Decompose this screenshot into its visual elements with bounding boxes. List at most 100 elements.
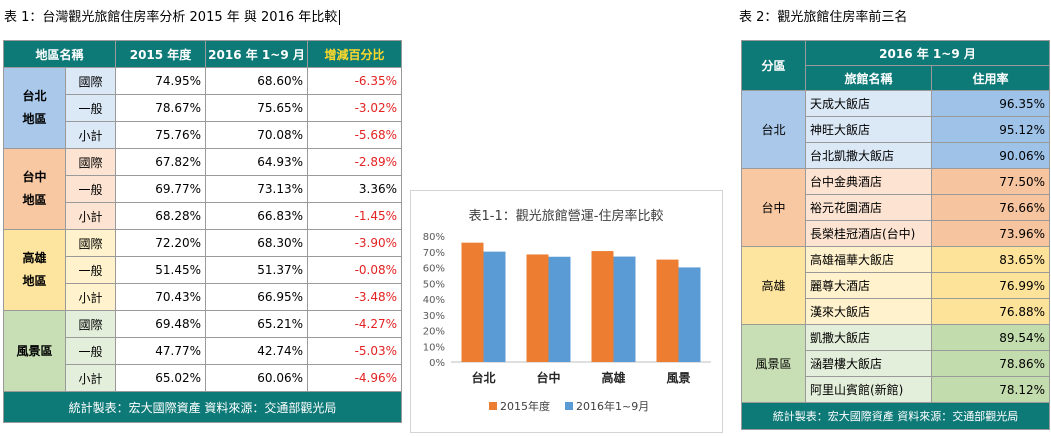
change-cell: -3.48% (307, 283, 403, 311)
x-tick-label: 台北 (471, 370, 495, 385)
hotel-name: 阿里山賓館(新館) (805, 376, 932, 403)
occupancy-cell: 42.74% (205, 337, 309, 365)
hotel-name: 漢來大飯店 (805, 298, 932, 325)
hotel-name: 台中金典酒店 (805, 168, 932, 195)
header-district: 分區 (741, 40, 806, 91)
table1-header-row: 地區名稱 2015 年度 2016 年 1~9 月 增減百分比 (2, 40, 403, 68)
hotel-type: 小計 (64, 283, 117, 311)
hotel-type: 小計 (64, 202, 117, 230)
occupancy-bar-chart: 表1-1：觀光旅館營運-住房率比較 0% 10% 20% 30% 40% 50% 60% 70%… (410, 190, 723, 433)
change-cell: -3.90% (307, 229, 403, 257)
y-tick-label: 70% (423, 248, 445, 259)
hotel-type: 國際 (64, 148, 117, 176)
header-2016: 2016 年 1~9 月 (205, 40, 309, 68)
occupancy-rate: 76.66% (931, 194, 1050, 221)
header-period: 2016 年 1~9 月 (805, 40, 1050, 66)
y-tick-label: 40% (423, 295, 445, 306)
table-row: 台北 天成大飯店 96.35% (741, 90, 1050, 169)
occupancy-cell: 78.67% (115, 94, 207, 122)
change-cell: 3.36% (307, 175, 403, 203)
occupancy-cell: 68.60% (205, 67, 309, 95)
region-name: 台北 地區 (3, 67, 66, 149)
hotel-name: 台北凱撒大飯店 (805, 142, 932, 169)
table-row: 小計 75.76% 70.08% -5.68% (4, 121, 403, 149)
y-tick-label: 60% (423, 264, 445, 275)
change-cell: -2.89% (307, 148, 403, 176)
change-cell: -5.68% (307, 121, 403, 149)
table-row: 台中 地區 國際 67.82% 64.93% -2.89% (3, 148, 403, 230)
text-cursor (339, 10, 341, 25)
occupancy-cell: 74.95% (115, 67, 207, 95)
occupancy-rate: 96.35% (931, 90, 1050, 117)
header-change: 增減百分比 (307, 40, 403, 68)
change-cell: -5.03% (307, 337, 403, 365)
header-2015: 2015 年度 (115, 40, 207, 68)
occupancy-cell: 69.48% (115, 310, 207, 338)
table1-footer: 統計製表：宏大國際資產 資料來源：交通部觀光局 (2, 391, 403, 423)
x-tick-label: 高雄 (601, 370, 625, 385)
district-name: 高雄 (741, 246, 806, 325)
legend-swatch (489, 402, 497, 410)
hotel-type: 國際 (64, 67, 117, 95)
occupancy-cell: 69.77% (115, 175, 207, 203)
hotel-type: 小計 (64, 364, 117, 392)
occupancy-cell: 65.21% (205, 310, 309, 338)
hotel-name: 神旺大飯店 (805, 116, 932, 143)
table-row: 裕元花園酒店 76.66% (742, 194, 1050, 221)
chart-title: 表1-1：觀光旅館營運-住房率比較 (469, 208, 664, 224)
hotel-type: 一般 (64, 337, 117, 365)
y-tick-label: 80% (423, 232, 445, 243)
chart-svg: 表1-1：觀光旅館營運-住房率比較 0% 10% 20% 30% 40% 50% 60% 70%… (423, 208, 711, 413)
table-row: 一般 47.77% 42.74% -5.03% (4, 337, 403, 365)
table-row: 漢來大飯店 76.88% (742, 298, 1050, 325)
hotel-name: 涵碧樓大飯店 (805, 350, 932, 377)
occupancy-cell: 66.83% (205, 202, 309, 230)
change-cell: -6.35% (307, 67, 403, 95)
table-row: 一般 69.77% 73.13% 3.36% (4, 175, 403, 203)
table-row: 小計 68.28% 66.83% -1.45% (4, 202, 403, 230)
occupancy-cell: 72.20% (115, 229, 207, 257)
occupancy-cell: 68.28% (115, 202, 207, 230)
occupancy-rate: 95.12% (931, 116, 1050, 143)
hotel-name: 凱撒大飯店 (805, 324, 932, 351)
change-cell: -4.27% (307, 310, 403, 338)
occupancy-cell: 65.02% (115, 364, 207, 392)
header-occupancy: 住用率 (931, 65, 1050, 91)
table2-header-row-2: 旅館名稱 住用率 (742, 65, 1050, 91)
table2-title: 表 2：觀光旅館住房率前三名 (739, 10, 908, 25)
bar (461, 242, 484, 362)
header-hotel-name: 旅館名稱 (805, 65, 932, 91)
occupancy-cell: 51.45% (115, 256, 207, 284)
table-row: 涵碧樓大飯店 78.86% (742, 350, 1050, 377)
y-tick-label: 10% (423, 342, 445, 353)
hotel-name: 麗尊大酒店 (805, 272, 932, 299)
occupancy-cell: 66.95% (205, 283, 309, 311)
occupancy-rate: 90.06% (931, 142, 1050, 169)
legend-swatch (565, 402, 573, 410)
region-name: 風景區 (3, 310, 66, 392)
table-row: 高雄 地區 國際 72.20% 68.30% -3.90% (3, 229, 403, 311)
bar (613, 256, 636, 362)
occupancy-cell: 68.30% (205, 229, 309, 257)
bar (591, 251, 614, 362)
hotel-name: 天成大飯店 (805, 90, 932, 117)
bar (526, 254, 549, 362)
occupancy-cell: 64.93% (205, 148, 309, 176)
y-tick-label: 0% (429, 358, 445, 369)
y-tick-label: 30% (423, 311, 445, 322)
occupancy-comparison-table: 地區名稱 2015 年度 2016 年 1~9 月 增減百分比 台北 地區 國際 7… (2, 40, 403, 423)
table2-header-row-1: 分區 2016 年 1~9 月 (741, 40, 1050, 91)
occupancy-rate: 83.65% (931, 246, 1050, 273)
change-cell: -1.45% (307, 202, 403, 230)
table-row: 一般 78.67% 75.65% -3.02% (4, 94, 403, 122)
table-row: 台北 地區 國際 74.95% 68.60% -6.35% (3, 67, 403, 149)
table-row: 小計 70.43% 66.95% -3.48% (4, 283, 403, 311)
x-tick-label: 台中 (536, 370, 560, 385)
legend-label: 2015年度 (500, 399, 550, 413)
occupancy-rate: 76.88% (931, 298, 1050, 325)
occupancy-cell: 47.77% (115, 337, 207, 365)
y-tick-label: 20% (423, 327, 445, 338)
bar (656, 259, 679, 362)
hotel-name: 高雄福華大飯店 (805, 246, 932, 273)
occupancy-rate: 73.96% (931, 220, 1050, 247)
